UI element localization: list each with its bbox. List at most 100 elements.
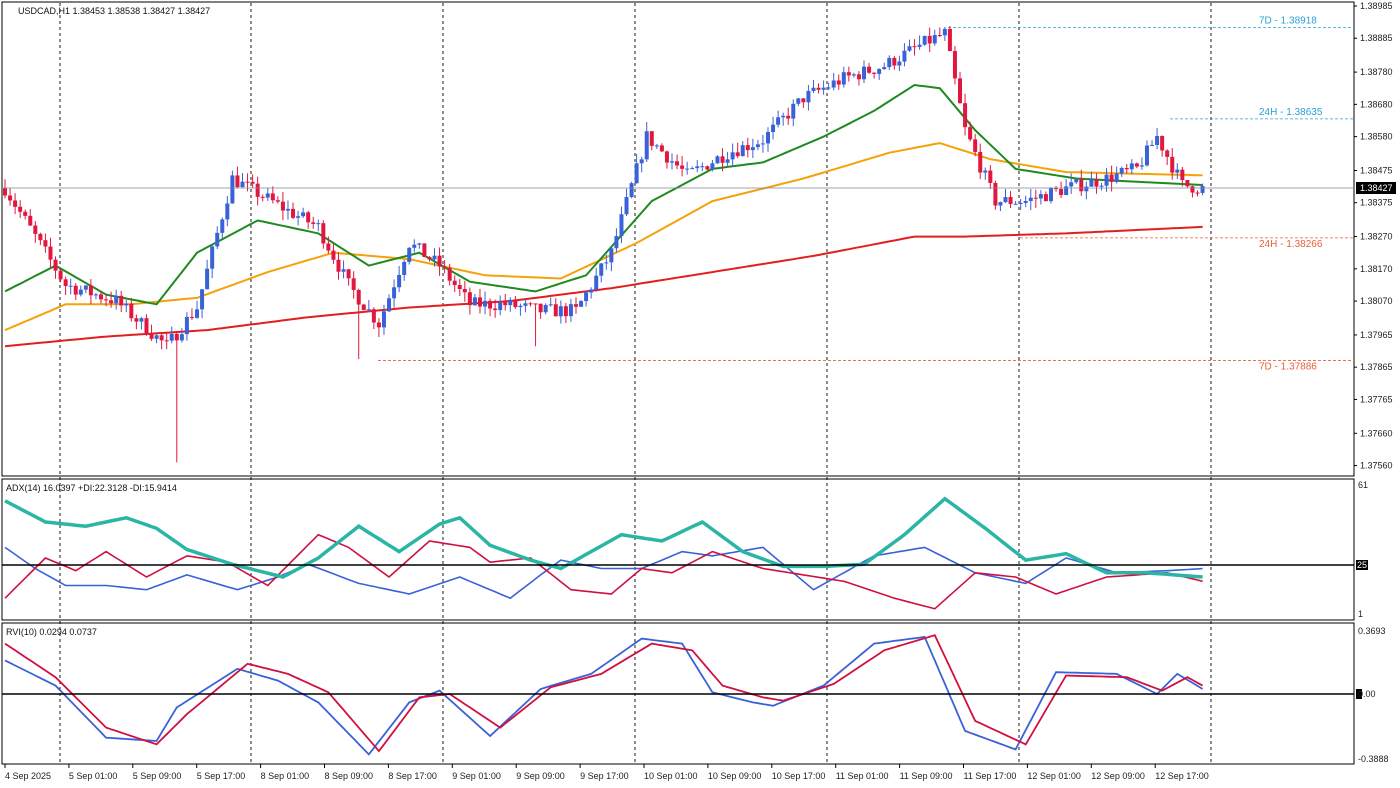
- candle-body: [745, 145, 750, 151]
- candle-body: [3, 188, 7, 196]
- candle-body: [887, 57, 892, 68]
- candle-body: [361, 304, 366, 310]
- candle-body: [568, 304, 573, 317]
- candle-body: [1094, 179, 1099, 187]
- candle-body: [432, 255, 437, 260]
- candle-body: [553, 304, 558, 317]
- candle-body: [498, 302, 503, 311]
- candle-body: [968, 127, 973, 140]
- rvi-main-line: [4, 635, 1204, 756]
- candle-body: [1054, 188, 1059, 190]
- candle-body: [462, 289, 467, 293]
- candle-body: [1104, 174, 1109, 186]
- candle-body: [710, 163, 715, 170]
- candle-body: [508, 299, 513, 306]
- candle-body: [917, 44, 922, 47]
- candle-body: [139, 318, 144, 322]
- candle-body: [963, 103, 968, 128]
- candle-body: [594, 275, 599, 290]
- candle-body: [740, 145, 745, 157]
- candle-body: [776, 117, 781, 125]
- candle-body: [958, 78, 963, 104]
- candle-body: [922, 35, 927, 45]
- candle-body: [700, 166, 705, 168]
- candle-body: [1119, 168, 1124, 174]
- candle-body: [518, 305, 523, 308]
- time-tick-label: 8 Sep 17:00: [388, 771, 437, 781]
- candle-body: [791, 103, 796, 119]
- candle-body: [760, 143, 765, 145]
- candle-body: [488, 300, 493, 309]
- candle-body: [38, 233, 43, 241]
- candle-body: [609, 248, 614, 263]
- candle-body: [750, 147, 755, 151]
- candle-body: [447, 267, 452, 281]
- candle-body: [1003, 197, 1008, 203]
- time-tick-label: 4 Sep 2025: [5, 771, 51, 781]
- price-tick-label: 1.38580: [1360, 132, 1393, 142]
- candle-body: [675, 161, 680, 166]
- candle-body: [240, 181, 245, 188]
- candle-body: [43, 240, 48, 247]
- rvi-scale-mid: 0.00: [1358, 689, 1376, 699]
- adx-panel[interactable]: [1, 478, 1355, 621]
- price-panel[interactable]: [1, 1, 1355, 477]
- axes-labels: 1.38985 1.38885 1.38780 1.38680 1.38580 1.384…: [4, 1, 1393, 781]
- candle-body: [993, 182, 998, 206]
- candle-body: [680, 165, 685, 169]
- candle-body: [801, 98, 806, 103]
- candle-body: [1165, 150, 1170, 157]
- candle-body: [316, 223, 321, 225]
- candle-body: [53, 259, 58, 271]
- candle-body: [1033, 197, 1038, 199]
- candle-body: [1129, 163, 1134, 170]
- time-tick-label: 11 Sep 17:00: [964, 771, 1017, 781]
- rvi-lines: [4, 634, 1204, 756]
- time-tick-label: 9 Sep 17:00: [580, 771, 629, 781]
- candle-body: [1114, 173, 1119, 182]
- candle-body: [730, 152, 735, 160]
- candle-body: [705, 166, 710, 170]
- candle-body: [296, 216, 301, 218]
- price-level-label: 7D - 1.38918: [1259, 16, 1317, 27]
- candle-body: [1064, 186, 1069, 196]
- candle-body: [902, 50, 907, 62]
- candle-body: [644, 131, 649, 160]
- price-tick-label: 1.38680: [1360, 99, 1393, 109]
- candle-body: [548, 304, 553, 306]
- candle-body: [200, 289, 205, 310]
- candle-body: [796, 98, 801, 104]
- candle-body: [164, 340, 169, 342]
- candle-body: [437, 255, 442, 267]
- candle-body: [816, 87, 821, 90]
- candle-body: [159, 335, 164, 341]
- candle-body: [311, 222, 316, 224]
- candle-body: [1155, 136, 1160, 145]
- candle-body: [1185, 180, 1190, 187]
- ema-mid-line: [4, 142, 1203, 332]
- candle-body: [599, 263, 604, 276]
- rvi-scale-bottom: -0.3888: [1358, 754, 1389, 764]
- candle-body: [220, 219, 225, 233]
- rvi-signal-line: [4, 634, 1204, 753]
- candle-body: [503, 302, 508, 306]
- di-minus-line: [4, 533, 1203, 610]
- candle-body: [280, 201, 285, 211]
- candle-body: [811, 87, 816, 91]
- candle-body: [659, 145, 664, 152]
- candle-body: [639, 159, 644, 164]
- candle-body: [8, 195, 13, 201]
- candle-body: [947, 28, 952, 52]
- candle-body: [1195, 192, 1200, 194]
- adx-lines: [4, 496, 1203, 610]
- candle-body: [912, 46, 917, 48]
- candle-body: [1023, 201, 1028, 204]
- current-price-tag: [1356, 182, 1396, 194]
- price-tick-label: 1.37560: [1360, 461, 1393, 471]
- candle-body: [23, 211, 28, 216]
- candle-body: [33, 225, 38, 234]
- candle-body: [735, 152, 740, 157]
- candle-body: [664, 151, 669, 163]
- candle-body: [766, 132, 771, 144]
